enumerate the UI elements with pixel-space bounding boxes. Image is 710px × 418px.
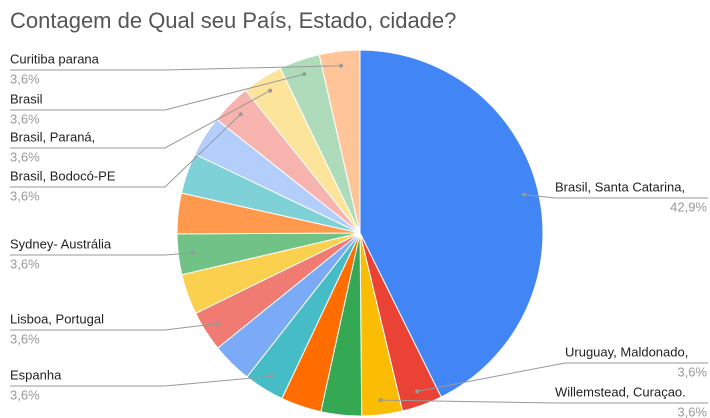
slice-label: Curitiba parana [10,51,100,66]
leader-dot [190,250,195,255]
leader-dot [238,112,243,117]
pie-slice [318,49,361,234]
slice-label: Uruguay, Maldonado, [565,344,688,359]
leader-dot [339,63,344,68]
slice-value-label: 3,6% [10,149,40,164]
slice-label: Brasil [10,91,43,106]
leader-dot [269,374,274,379]
leader-line [10,65,342,71]
slice-label: Espanha [10,367,62,382]
leader-dot [216,321,221,326]
slice-value-label: 42,9% [670,199,707,214]
slice-value-label: 3,6% [10,71,40,86]
slice-value-label: 3,6% [10,111,40,126]
leader-dot [378,398,383,403]
leader-dot [415,389,420,394]
slice-label: Sydney- Austrália [10,236,112,251]
slice-label: Brasil, Santa Catarina, [555,179,685,194]
slice-label: Brasil, Bodocó-PE [10,168,116,183]
leader-line [10,90,271,149]
slice-value-label: 3,6% [10,188,40,203]
leader-line [10,375,272,387]
chart-title: Contagem de Qual seu País, Estado, cidad… [10,8,456,33]
slice-value-label: 3,6% [10,387,40,402]
leader-dot [302,72,307,77]
slice-label: Lisboa, Portugal [10,311,104,326]
leader-line [10,73,305,111]
slice-label: Brasil, Paraná, [10,129,95,144]
leader-line [10,113,242,188]
slice-value-label: 3,6% [10,331,40,346]
leader-dot [521,192,526,197]
slice-label: Willemstead, Curaçao. [555,384,686,399]
leader-line [417,362,708,392]
leader-line [380,399,708,404]
leader-dot [268,88,273,93]
leader-line [10,322,219,331]
slice-value-label: 3,6% [10,256,40,271]
slice-value-label: 3,6% [677,364,707,379]
leader-line [10,252,193,256]
leader-line [523,194,708,199]
slice-value-label: 3,6% [677,404,707,418]
pie-slice [359,49,544,398]
